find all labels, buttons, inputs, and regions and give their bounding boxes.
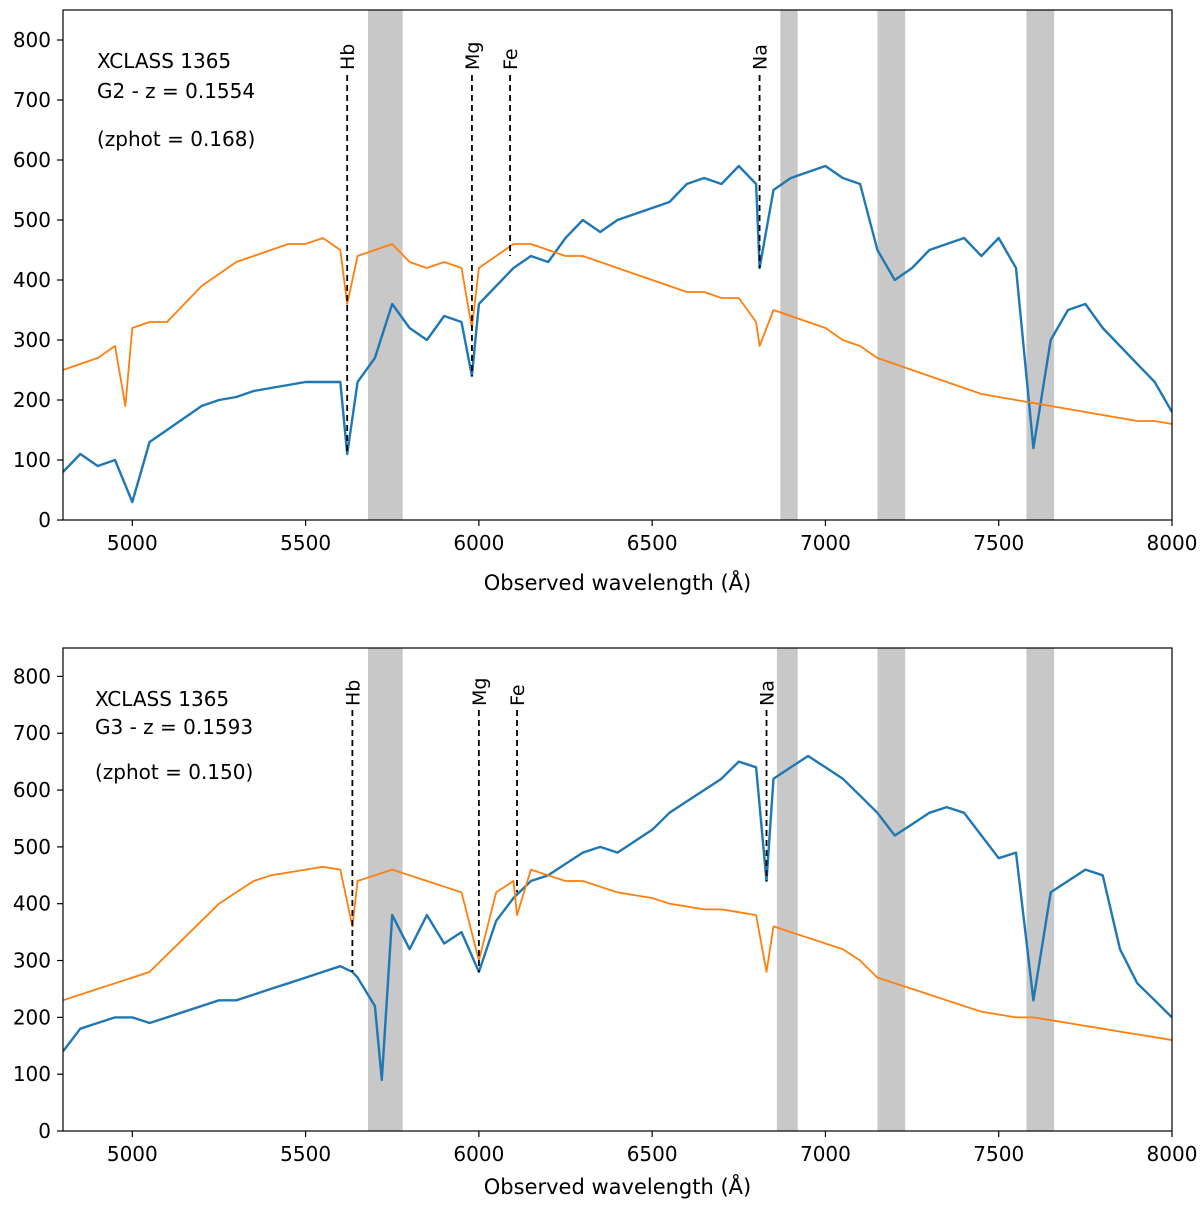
panel-g3: Hb Mg Fe Na 5000 5500 6000 6500 7000 7500 8000 0 100… [13,647,1198,1199]
y-tick-label: 100 [13,1062,51,1086]
annotation-line2: G2 - z = 0.1554 [97,79,255,103]
x-axis-label: Observed wavelength (Å) [484,1173,751,1199]
observed-spectrum-line [63,164,1172,504]
line-label-na: Na [750,44,772,70]
y-tick-label: 800 [13,28,51,52]
y-tick-label: 500 [13,835,51,859]
shaded-band [780,10,798,520]
y-tick-label: 600 [13,148,51,172]
line-label-mg: Mg [462,42,484,70]
annotation-line2: G3 - z = 0.1593 [95,715,253,739]
shaded-band [367,648,403,1131]
y-tick-label: 200 [13,1005,51,1029]
shaded-band [776,648,798,1131]
y-tick-label: 600 [13,778,51,802]
x-tick-label: 7500 [973,1142,1024,1166]
y-tick-label: 700 [13,721,51,745]
x-tick-label: 7000 [800,531,851,555]
line-label-mg: Mg [469,678,491,706]
observed-spectrum-line [63,754,1172,1082]
template-spectrum-line [63,865,1172,1041]
y-tick-label: 0 [38,1119,51,1143]
x-tick-label: 6000 [453,531,504,555]
y-tick-label: 500 [13,208,51,232]
x-tick-label: 5000 [107,1142,158,1166]
line-label-hb: Hb [342,680,364,706]
x-tick-label: 6500 [627,1142,678,1166]
y-tick-label: 300 [13,949,51,973]
panel-g2: Hb Mg Fe Na 5000 5500 6000 6500 7000 7500 8000 0 100… [13,9,1198,595]
x-tick-label: 7000 [800,1142,851,1166]
annotation-line1: XCLASS 1365 [95,687,229,711]
y-tick-label: 100 [13,448,51,472]
y-tick-label: 300 [13,328,51,352]
y-tick-label: 400 [13,268,51,292]
annotation-line3: (zphot = 0.150) [95,760,253,784]
line-label-hb: Hb [337,44,359,70]
plot-frame [62,9,1173,521]
x-tick-label: 5500 [280,531,331,555]
y-tick-label: 800 [13,664,51,688]
x-axis-label: Observed wavelength (Å) [484,569,751,595]
y-tick-label: 0 [38,508,51,532]
y-tick-label: 700 [13,88,51,112]
x-tick-label: 8000 [1147,1142,1198,1166]
annotation-line3: (zphot = 0.168) [97,127,255,151]
shaded-band [367,10,403,520]
x-tick-label: 8000 [1147,531,1198,555]
x-tick-label: 6500 [627,531,678,555]
x-tick-label: 6000 [453,1142,504,1166]
x-tick-label: 7500 [973,531,1024,555]
y-tick-label: 400 [13,892,51,916]
shaded-band [877,648,906,1131]
annotation-line1: XCLASS 1365 [97,49,231,73]
x-tick-label: 5000 [107,531,158,555]
template-spectrum-line [63,237,1172,425]
shaded-band [1026,648,1055,1131]
shaded-band [1026,10,1055,520]
line-label-na: Na [757,680,779,706]
line-label-fe: Fe [507,684,529,706]
shaded-band [877,10,906,520]
line-label-fe: Fe [500,48,522,70]
plot-frame [62,647,1173,1132]
x-tick-label: 5500 [280,1142,331,1166]
y-tick-label: 200 [13,388,51,412]
